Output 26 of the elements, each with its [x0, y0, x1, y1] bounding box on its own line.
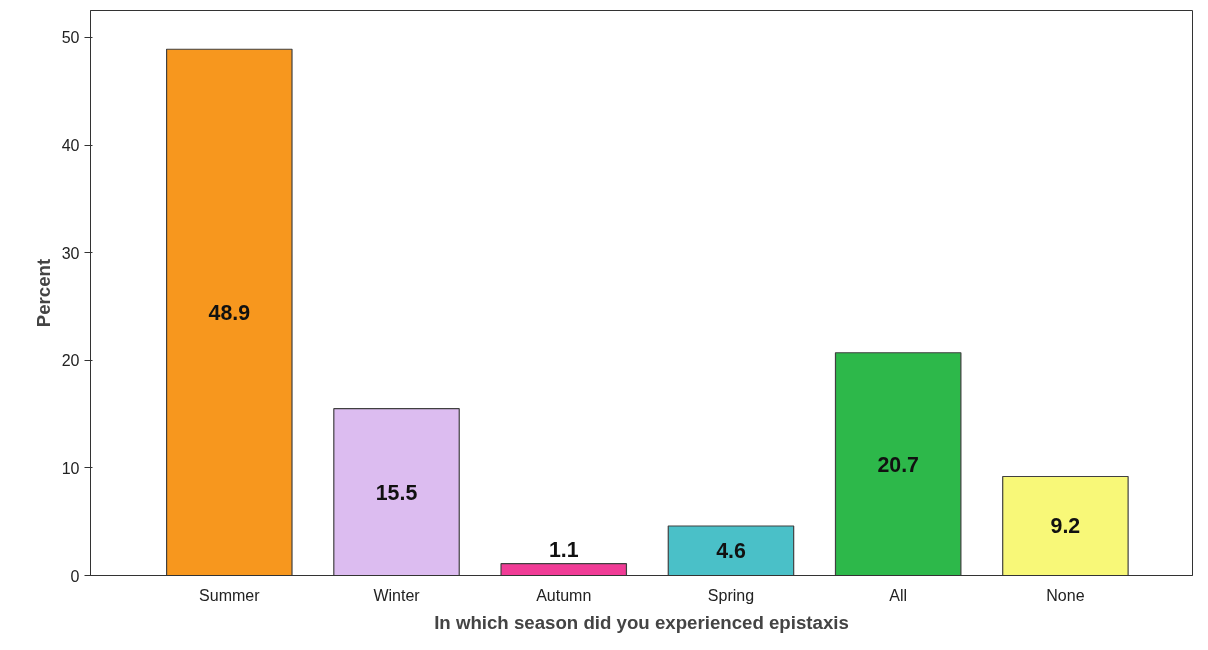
bar: [834, 352, 962, 576]
bar: [667, 525, 795, 576]
bar: [165, 48, 293, 576]
x-tick-label: Winter: [373, 586, 421, 604]
x-tick-label: Summer: [199, 586, 261, 604]
y-tick-label: 20: [61, 352, 80, 370]
bar: [333, 408, 460, 576]
y-tick-label: 30: [61, 244, 80, 262]
y-tick-label: 0: [70, 567, 80, 585]
data-label: 20.7: [877, 452, 919, 477]
y-tick-label: 40: [61, 137, 80, 155]
y-tick-label: 10: [61, 459, 80, 477]
data-label: 4.6: [716, 539, 746, 564]
y-tick-label: 50: [61, 29, 80, 47]
data-label: 1.1: [548, 538, 579, 563]
data-label: 9.2: [1050, 514, 1081, 539]
x-axis-title: In which season did you experienced epistaxis: [434, 611, 849, 633]
x-tick-label: Spring: [707, 586, 755, 604]
x-tick-label: Autumn: [536, 586, 592, 604]
x-tick-label: None: [1046, 586, 1085, 604]
y-axis-title: Percent: [32, 258, 54, 328]
data-label: 15.5: [375, 480, 418, 505]
bar: [500, 563, 628, 576]
x-tick-label: All: [889, 586, 908, 604]
data-label: 48.9: [208, 300, 251, 325]
bar: [1002, 475, 1129, 576]
